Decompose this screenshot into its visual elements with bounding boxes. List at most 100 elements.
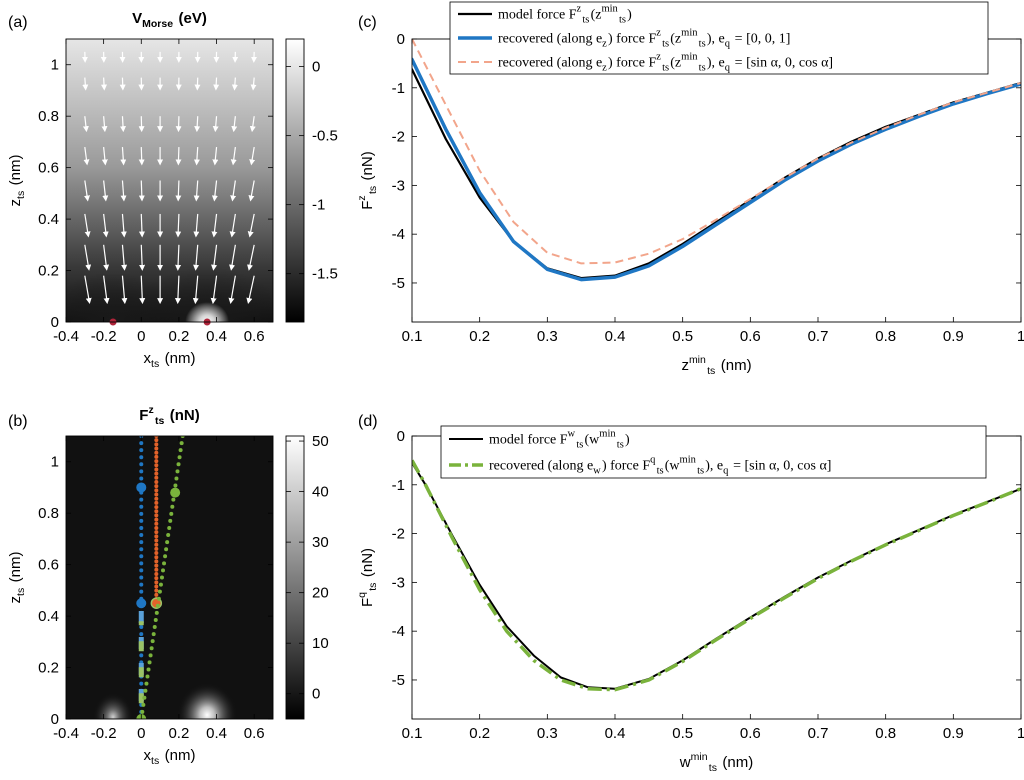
panel-c-ytick-label: -4: [392, 226, 405, 243]
panel-a-xtick-label: 0.4: [206, 328, 227, 345]
panel-b-xtick-label: 0: [137, 725, 145, 742]
panel-c-axes-frame: [411, 38, 1022, 323]
panel-d-xtick-label: 0.4: [605, 725, 626, 742]
panel-b-trajectory-2-point: [143, 688, 148, 693]
panel-b-trajectory-1-point: [154, 584, 159, 589]
panel-b-colorbar-label: 50: [312, 433, 329, 450]
panel-b-trajectory-2-point: [163, 554, 168, 559]
panel-b-trajectory-1-point: [154, 442, 159, 447]
panel-a-field-arrow: [193, 244, 200, 271]
panel-b-trajectory-0-point: [139, 540, 144, 545]
panel-a-field-arrow: [246, 275, 255, 305]
panel-c-ytick-label: -3: [392, 177, 405, 194]
panel-c: 0.1 0.2 0.3 0.4 0.5 0.6 0.7 0.8 0.9 1 0 -1 -2 -3 -4 -5 z…: [356, 1, 1024, 377]
panel-b-trajectory-0-point: [139, 589, 144, 594]
panel-d-ytick-label: 0: [397, 428, 405, 445]
panel-b-trajectory-2-point: [174, 476, 179, 481]
panel-b-trajectory-1-point: [154, 438, 159, 443]
panel-b-ytick-label: 0.8: [38, 505, 59, 522]
panel-b-trajectory-2-point: [169, 511, 174, 516]
panel-c-legend-box: [449, 1, 989, 75]
panel-b-colorbar-label: 10: [312, 635, 329, 652]
panel-a-field-arrow: [213, 77, 220, 91]
panel-a-field-arrow: [139, 244, 146, 271]
panel-a-xtick-label: 0.6: [244, 328, 265, 345]
panel-a-field-arrow: [231, 116, 238, 133]
panel-a-field-arrow: [84, 180, 90, 202]
panel-d-ytick-label: -3: [392, 574, 405, 591]
panel-a-xtick-label: -0.2: [91, 328, 117, 345]
panel-b-trajectory-2-point: [149, 646, 154, 651]
panel-a-field-arrow: [101, 116, 108, 133]
panel-a-field-arrow: [231, 77, 238, 91]
panel-b-trajectory-1-point: [154, 534, 159, 539]
panel-b-trajectory-2-point: [173, 483, 178, 488]
panel-a-field-arrow: [175, 213, 182, 238]
panel-d-xtick-label: 0.1: [402, 725, 423, 742]
panel-b-trajectory-2-point: [170, 504, 175, 509]
panel-a-heatmap: [66, 39, 273, 322]
panel-label-d: (d): [358, 413, 378, 430]
panel-b-ytick-label: 0.6: [38, 557, 59, 574]
panel-d-ytick-label: -1: [392, 477, 405, 494]
panel-c-legend: model force Fz ts (zmin ts )recovered (a…: [449, 1, 989, 75]
panel-b-trajectory-0-point: [139, 582, 144, 587]
panel-c-xtick-label: 0.1: [402, 328, 423, 345]
panel-d-legend-label-0: model force Fw ts (wmin ts ): [489, 429, 630, 451]
panel-b-trajectory-2-point: [147, 660, 152, 665]
panel-a-colorbar: [285, 38, 305, 323]
panel-c-ylabel: Fz ts (nN): [356, 151, 379, 209]
panel-a-xlabel: xts (nm): [144, 350, 196, 370]
panel-b-trajectory-0-point: [139, 462, 144, 467]
panel-b-colorbar: [285, 435, 305, 720]
panel-b-trajectory-2-point: [146, 667, 151, 672]
panel-d-legend-box: [440, 425, 987, 479]
panel-b-trajectory-1-point: [154, 517, 159, 522]
panel-b-trajectory-1-point: [154, 463, 159, 468]
panel-b-trajectory-1-point: [154, 513, 159, 518]
panel-c-legend-label-0: model force Fz ts (zmin ts ): [498, 4, 632, 26]
panel-c-plot-area: [412, 39, 1021, 282]
panel-b-trajectory-0-point: [139, 476, 144, 481]
panel-a-field-arrow: [120, 116, 127, 133]
panel-a-field-arrow: [103, 244, 110, 271]
panel-b-trajectory-0-point: [139, 504, 144, 509]
panel-a-field-arrow: [248, 180, 255, 202]
panel-b-trajectory-2-point: [151, 632, 156, 637]
panel-a-field-arrow: [193, 213, 200, 238]
panel-d-xtick-label: 0.5: [672, 725, 693, 742]
panel-a-field-arrow: [103, 275, 110, 305]
panel-a-field-arrow: [102, 180, 109, 202]
panel-a-field-arrow: [211, 180, 218, 202]
panel-b-trajectory-0-point: [139, 568, 144, 573]
panel-a-field-arrow: [120, 147, 127, 166]
panel-b-trajectory-2-point: [162, 561, 167, 566]
panel-c-xtick-label: 0.5: [672, 328, 693, 345]
panel-b-heatmap-bg: [66, 436, 273, 719]
panel-b-trajectory-0-point: [139, 554, 144, 559]
panel-a-field-arrow: [101, 146, 108, 166]
panel-label-b: (b): [8, 413, 28, 430]
panel-b-trajectory-2-point: [142, 695, 147, 700]
panel-b-trajectory-2-point: [153, 617, 158, 622]
panel-b-trajectory-1-point: [154, 580, 159, 585]
panel-b-trajectory-2-point: [167, 525, 172, 530]
panel-b-colorbar-label: 0: [312, 686, 320, 703]
panel-d-xtick-label: 0.8: [875, 725, 896, 742]
panel-a-field-arrow: [84, 213, 91, 238]
panel-a-field-arrow: [175, 180, 182, 202]
panel-c-series-1: [412, 57, 1021, 282]
panel-d-xtick-label: 0.9: [943, 725, 964, 742]
panel-b-trajectory-1-point: [154, 538, 159, 543]
panel-a-title: VMorse (eV): [132, 10, 207, 30]
panel-d-xtick-label: 0.6: [740, 725, 761, 742]
panel-b-trajectory-2-point: [145, 674, 150, 679]
panel-c-xtick-label: 0.3: [537, 328, 558, 345]
panel-b-trajectory-2-point: [175, 469, 180, 474]
panel-b-trajectory-2-point: [161, 568, 166, 573]
panel-a-field-arrow: [120, 213, 127, 238]
panel-d-ytick-label: -2: [392, 526, 405, 543]
panel-b-trajectory-1-point: [154, 496, 159, 501]
panel-b-trajectory-2-point: [155, 603, 160, 608]
panel-c-xtick-label: 0.8: [875, 328, 896, 345]
